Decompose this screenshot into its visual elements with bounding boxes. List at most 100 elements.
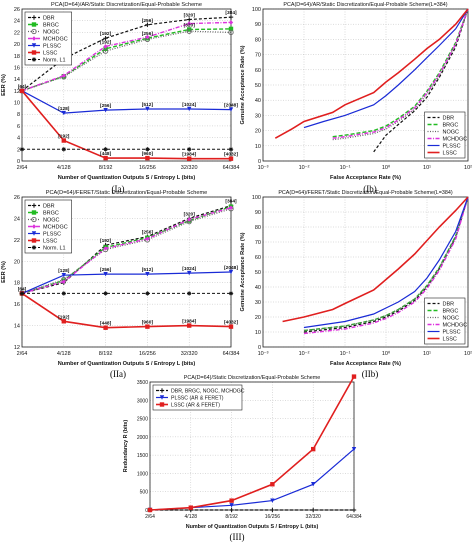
y-tick-label: 2 [17,147,20,153]
y-tick-label: 6 [17,124,20,130]
data-label: [256] [142,230,154,236]
data-point [61,73,66,78]
chart-title: PCA(D=64)/FERET/Static Discretization/Eq… [278,190,453,196]
data-label: [512] [142,102,154,108]
y-axis-label: EER (%) [1,261,7,283]
plot-frame [262,196,469,348]
data-point [228,147,234,152]
legend-label: DBR [443,301,455,307]
legend-marker [31,15,37,20]
legend-marker [31,36,37,41]
data-point [61,291,66,296]
data-label: [192] [100,238,112,244]
data-point [103,44,108,49]
data-point [187,323,192,328]
data-point [61,273,66,278]
data-point [228,291,234,296]
data-point [145,34,150,40]
y-tick-label: 10 [255,330,261,336]
data-point [61,110,66,116]
legend-marker [31,43,37,48]
x-axis-label: False Acceptance Rate (%) [330,361,401,367]
data-label: [256] [142,18,154,24]
y-tick-label: 3500 [137,380,148,386]
data-label: [256] [142,31,154,37]
data-point [228,107,234,112]
series-norm [19,147,234,152]
data-point [145,106,150,112]
data-point [311,446,316,452]
legend-marker [31,238,37,243]
series-ar [147,446,357,513]
data-label: [128] [58,268,70,274]
series-line [21,205,232,294]
caption-iii: (III) [229,532,245,542]
legend-label: PLSSC [43,231,61,237]
data-point [145,22,150,27]
data-label: [256] [100,267,112,273]
y-axis-label: Genuine Acceptance Rate (%) [240,45,246,124]
y-tick-label: 90 [255,210,261,216]
plot-frame [262,8,469,162]
y-tick-label: 0 [258,159,261,165]
legend-label: NOGC [443,129,460,135]
legend-marker [31,57,37,62]
x-tick-label: 64/384 [223,165,240,171]
y-tick-label: 2000 [137,435,148,441]
legend-box [424,297,466,345]
legend-label: NOGC [43,217,60,223]
data-point [228,29,234,36]
y-tick-label: 30 [255,113,261,119]
data-label: [2048] [224,103,238,109]
data-label: [384] [225,199,237,205]
data-point [145,324,150,329]
data-point [228,26,234,32]
data-point [145,155,150,161]
legend-box [424,111,466,159]
data-label: [1984] [182,319,196,325]
data-point [228,269,234,275]
y-axis-label: Genuine Acceptance Rate (%) [240,232,246,311]
data-point [270,498,275,503]
data-label: [2048] [224,265,238,271]
y-tick-label: 70 [255,240,261,246]
data-point [103,246,108,251]
legend-marker [31,203,37,208]
y-tick-label: 40 [255,98,261,104]
legend-label: Norm. L1 [43,57,66,63]
chart-ia: PCA(D=64)/AR/Static Discretization/Equal… [0,0,240,182]
series-nogc [303,196,469,332]
legend-label: DBR, BRGC, NOGC, MCHDGC [171,388,245,394]
x-tick-label: 10² [464,351,472,357]
data-point [187,217,192,222]
data-point [61,138,66,143]
data-label: [960] [142,151,154,157]
y-tick-label: 12 [14,89,20,95]
y-tick-label: 12 [14,345,20,351]
series-lssc [274,8,469,139]
y-tick-label: 16 [14,302,20,308]
legend-label: DBR [43,15,55,21]
x-tick-label: 32/320 [306,514,322,520]
x-tick-label: 16/256 [139,165,156,171]
data-label: [1024] [182,102,196,108]
data-point [145,147,150,152]
y-tick-label: 90 [255,22,261,28]
x-tick-label: 10⁰ [382,164,391,171]
series-line [21,205,232,295]
data-point [103,107,108,113]
y-tick-label: 50 [255,270,261,276]
series-line [303,8,469,129]
caption-iib: (IIb) [361,369,379,379]
x-tick-label: 64/384 [223,351,240,357]
series-mchdgc [303,196,469,335]
x-axis-label: Number of Quantization Outputs S / Entro… [58,361,196,367]
data-label: [384] [225,10,237,16]
series-line [21,207,232,295]
legend-marker [159,395,165,400]
legend-label: LSSC [443,150,457,156]
chart-title: PCA(D=64)/Static Discretization/Equal-Pr… [184,375,320,381]
data-point [186,28,192,34]
x-tick-label: 2/64 [17,165,28,171]
